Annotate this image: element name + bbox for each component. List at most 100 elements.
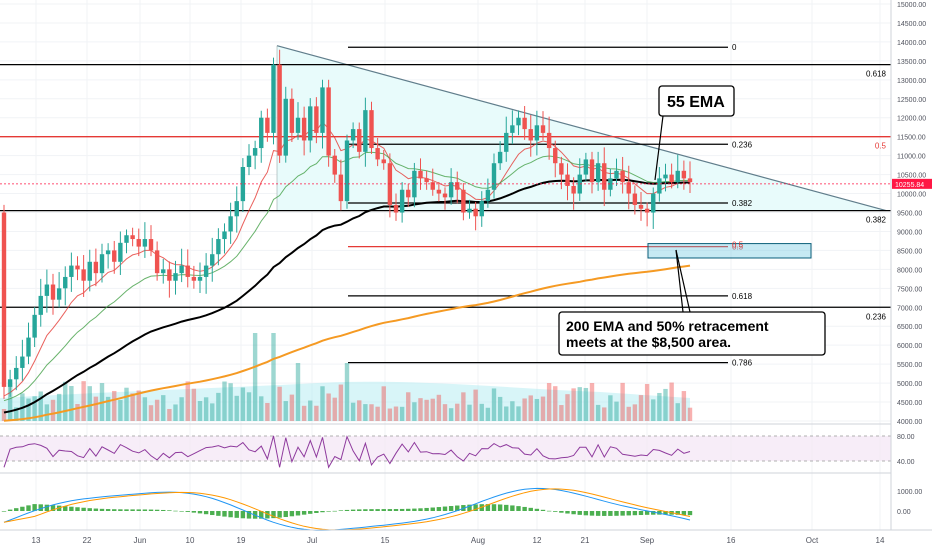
candle-body — [461, 189, 466, 213]
volume-bar — [173, 404, 178, 421]
volume-bar — [69, 386, 74, 421]
price-axis[interactable]: 15000.00 14500.00 14000.00 13500.00 13000.00… — [890, 0, 932, 530]
candle-body — [93, 261, 99, 274]
volume-bar — [265, 402, 270, 421]
candle-body — [589, 159, 595, 183]
volume-bar — [406, 392, 411, 421]
volume-bar — [26, 398, 31, 421]
volume-bar — [595, 404, 601, 421]
rsi-band — [0, 436, 891, 461]
candle-body — [406, 189, 411, 198]
volume-bar — [7, 383, 13, 421]
macd-histogram-bar — [491, 504, 497, 511]
time-tick-label: 19 — [237, 536, 246, 545]
candle-body — [289, 98, 295, 133]
candle-body — [240, 167, 246, 202]
candle-body — [546, 132, 552, 149]
macd-histogram-bar — [222, 511, 227, 517]
time-tick-label: 22 — [83, 536, 92, 545]
volume-bar — [589, 383, 595, 421]
macd-histogram-bar — [602, 511, 607, 516]
macd-histogram-bar — [112, 509, 117, 511]
volume-bar — [271, 333, 276, 421]
macd-histogram-bar — [130, 509, 135, 511]
candle-body — [332, 155, 337, 175]
fib-label: 0.236 — [732, 140, 753, 149]
macd-histogram-bar — [228, 511, 233, 518]
volume-bar — [93, 396, 99, 421]
candle-body — [357, 129, 362, 152]
volume-bar — [626, 406, 631, 421]
volume-bar — [546, 383, 552, 421]
candle-body — [504, 132, 509, 152]
current-price-badge — [892, 178, 932, 189]
macd-histogram-bar — [559, 511, 564, 513]
volume-bar — [412, 402, 417, 421]
candle-body — [234, 201, 239, 217]
candle-body — [522, 117, 527, 130]
candle-body — [375, 148, 380, 160]
macd-histogram-bar — [161, 509, 166, 511]
macd-histogram-bar — [197, 511, 203, 514]
macd-histogram-bar — [448, 506, 454, 511]
macd-histogram-bar — [553, 511, 558, 512]
macd-histogram-bar — [540, 509, 546, 511]
level-7000-label: 0.236 — [866, 312, 887, 321]
time-axis[interactable]: 13 22 Jun 10 19 Jul 15 Aug 12 21 Sep 16 Oct 14 — [0, 529, 932, 545]
candle-body — [124, 235, 129, 243]
price-tick-label: 5000.00 — [897, 381, 922, 388]
candle-body — [614, 170, 619, 179]
volume-bar — [534, 398, 540, 421]
volume-bar — [461, 392, 466, 421]
macd-histogram-bar — [399, 508, 405, 511]
volume-bar — [467, 404, 472, 421]
volume-bar — [191, 388, 197, 421]
volume-bar — [675, 403, 680, 421]
fib-label: 0.618 — [732, 292, 753, 301]
candle-body — [412, 170, 417, 198]
volume-bar — [632, 404, 638, 421]
volume-bar — [491, 388, 497, 421]
volume-bar — [301, 405, 307, 421]
macd-histogram-bar — [265, 511, 270, 519]
candle-body — [399, 189, 405, 213]
candle-body — [442, 193, 448, 198]
macd-histogram-bar — [271, 511, 276, 519]
macd-histogram-bar — [675, 511, 680, 515]
volume-bar — [363, 404, 368, 421]
macd-histogram-bar — [632, 511, 638, 516]
price-tick-label: 7000.00 — [897, 305, 922, 312]
candle-body — [283, 98, 288, 156]
triangle-upper-edge — [276, 45, 887, 212]
time-tick-label: Jul — [307, 536, 317, 545]
candle-body — [467, 208, 472, 213]
candle-body — [595, 163, 601, 183]
volume-bar — [308, 400, 313, 421]
candle-body — [381, 159, 386, 164]
candle-body — [56, 288, 62, 300]
volume-bar — [424, 399, 429, 421]
volume-bar — [148, 405, 154, 421]
macd-histogram-bar — [14, 508, 19, 511]
candle-body — [252, 148, 258, 156]
macd-histogram-bar — [583, 511, 589, 516]
volume-bar — [479, 403, 484, 421]
volume-bar — [350, 402, 356, 421]
macd-histogram-bar — [246, 511, 252, 519]
candle-body — [479, 201, 484, 217]
candle-body — [326, 87, 331, 156]
macd-histogram-bar — [32, 504, 37, 511]
ema55-callout-box — [658, 85, 735, 117]
candle-body — [308, 106, 313, 141]
macd-histogram-bar — [1, 511, 7, 512]
candle-body — [540, 125, 546, 133]
macd-histogram-bar — [105, 509, 111, 511]
current-price-value: 10255.84 — [895, 182, 924, 189]
candle-body — [50, 284, 56, 300]
volume-bar — [522, 398, 527, 421]
level-11500-red-label: 0.5 — [875, 142, 887, 151]
candle-body — [105, 250, 111, 255]
macd-histogram-bar — [216, 511, 221, 516]
macd-histogram-bar — [332, 510, 337, 512]
